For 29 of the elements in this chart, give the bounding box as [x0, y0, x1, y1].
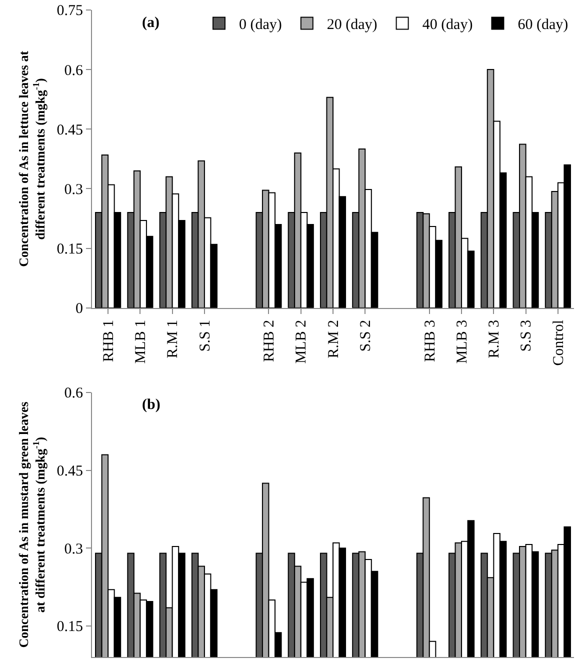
x-tick-label: RHB 2: [262, 320, 278, 362]
legend-label: 60 (day): [518, 17, 568, 34]
y-tick-label: 0.3: [64, 541, 83, 558]
x-tick-label: R.M 2: [326, 320, 342, 358]
chart-title: (b): [142, 397, 160, 413]
x-tick-label: RHB 1: [100, 320, 117, 362]
y-tick-label: 0.6: [64, 386, 84, 402]
x-tick-label: RHB 3: [422, 320, 438, 362]
y-tick-label: 0.45: [56, 122, 83, 138]
y-tick-label: 0: [76, 301, 83, 318]
x-tick-label: S.S 1: [197, 320, 214, 352]
chart-title: (a): [142, 15, 160, 31]
x-tick-label: Control: [550, 320, 567, 366]
y-tick-label: 0.75: [56, 3, 83, 20]
x-tick-label: MLB 3: [454, 320, 470, 364]
y-tick-label: 0.6: [64, 62, 84, 79]
x-tick-label: S.S 2: [358, 320, 374, 352]
legend-label: 0 (day): [239, 17, 282, 34]
y-tick-label: 0.45: [56, 464, 83, 480]
y-tick-label: 0.15: [56, 242, 83, 258]
x-tick-label: MLB 2: [294, 320, 310, 364]
legend-label: 40 (day): [422, 17, 473, 34]
y-tick-label: 0.15: [56, 619, 83, 636]
x-tick-label: MLB 1: [133, 320, 150, 364]
legend-label: 20 (day): [326, 17, 378, 34]
x-tick-label: R.M 3: [486, 320, 503, 358]
y-tick-label: 0.3: [64, 182, 83, 198]
x-tick-label: R.M 1: [165, 320, 182, 358]
x-tick-label: S.S 3: [518, 320, 535, 352]
